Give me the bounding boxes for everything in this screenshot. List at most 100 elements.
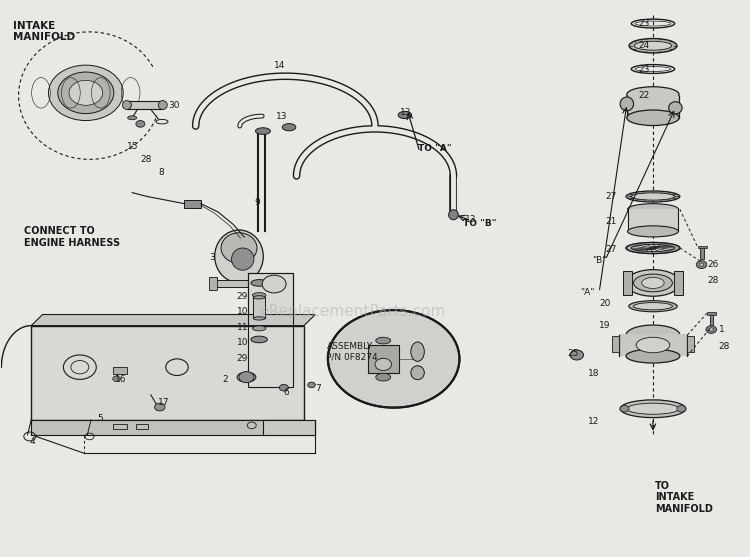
Ellipse shape — [282, 124, 296, 131]
Bar — [248, 273, 292, 387]
Text: 1: 1 — [718, 325, 724, 334]
Text: 18: 18 — [588, 369, 599, 378]
Ellipse shape — [411, 366, 424, 380]
Ellipse shape — [376, 337, 391, 344]
Ellipse shape — [620, 97, 634, 111]
Bar — [686, 336, 694, 351]
Circle shape — [112, 376, 120, 382]
Text: 23: 23 — [639, 19, 650, 28]
Ellipse shape — [628, 301, 677, 312]
Circle shape — [279, 384, 288, 391]
Text: TO "B": TO "B" — [464, 218, 496, 228]
Text: 20: 20 — [599, 299, 610, 308]
Circle shape — [699, 263, 703, 266]
Circle shape — [239, 372, 254, 383]
Text: INTAKE
MANIFOLD: INTAKE MANIFOLD — [13, 21, 75, 42]
Bar — [32, 326, 304, 420]
Ellipse shape — [632, 245, 675, 252]
Text: CONNECT TO
ENGINE HARNESS: CONNECT TO ENGINE HARNESS — [24, 226, 120, 248]
Text: 4: 4 — [30, 437, 35, 447]
Text: 29: 29 — [237, 354, 248, 363]
Text: 6: 6 — [284, 388, 290, 397]
Ellipse shape — [626, 270, 680, 296]
Ellipse shape — [636, 337, 670, 353]
Bar — [127, 101, 163, 110]
Ellipse shape — [634, 274, 673, 292]
Bar — [710, 314, 713, 326]
Bar — [706, 312, 716, 315]
Circle shape — [154, 403, 165, 411]
Ellipse shape — [632, 193, 675, 200]
Bar — [113, 367, 127, 374]
Ellipse shape — [669, 102, 682, 114]
Text: 25: 25 — [568, 349, 579, 358]
Ellipse shape — [253, 326, 266, 331]
Text: 27: 27 — [605, 192, 616, 201]
Bar — [627, 96, 679, 118]
Text: ASSEMBLY
P/N 0F8274: ASSEMBLY P/N 0F8274 — [326, 342, 378, 361]
Text: "B": "B" — [592, 256, 606, 265]
Circle shape — [706, 326, 716, 334]
Ellipse shape — [626, 242, 680, 253]
Bar — [368, 345, 399, 373]
Ellipse shape — [122, 101, 131, 110]
Text: 3: 3 — [209, 253, 214, 262]
Bar — [619, 334, 687, 356]
Ellipse shape — [254, 296, 266, 299]
Ellipse shape — [251, 280, 268, 286]
Text: 8: 8 — [158, 168, 164, 177]
Ellipse shape — [411, 342, 424, 361]
Text: 26: 26 — [707, 260, 719, 268]
Text: 28: 28 — [707, 276, 719, 285]
Text: 7: 7 — [315, 384, 321, 393]
Bar — [254, 297, 266, 319]
Text: 10: 10 — [237, 307, 248, 316]
Ellipse shape — [232, 248, 254, 270]
Ellipse shape — [398, 111, 412, 119]
Ellipse shape — [642, 277, 664, 289]
Text: 30: 30 — [168, 101, 179, 110]
Ellipse shape — [69, 80, 103, 105]
Ellipse shape — [254, 317, 266, 320]
Ellipse shape — [448, 210, 458, 220]
Bar — [113, 424, 127, 429]
Circle shape — [308, 382, 315, 388]
Text: 29: 29 — [237, 292, 248, 301]
Text: "A": "A" — [580, 288, 595, 297]
Bar — [248, 273, 292, 387]
Bar — [209, 277, 217, 290]
Text: TO "A": TO "A" — [419, 144, 452, 153]
Ellipse shape — [629, 38, 677, 53]
Text: 13: 13 — [400, 108, 412, 117]
Text: 28: 28 — [718, 341, 730, 350]
Bar — [262, 277, 269, 290]
Ellipse shape — [627, 403, 679, 414]
Ellipse shape — [626, 325, 680, 345]
Text: 2: 2 — [223, 375, 228, 384]
Text: eReplacementParts.com: eReplacementParts.com — [260, 304, 446, 319]
Circle shape — [677, 405, 686, 412]
Ellipse shape — [628, 204, 678, 215]
Ellipse shape — [221, 233, 257, 263]
Text: 22: 22 — [639, 91, 650, 100]
Ellipse shape — [627, 87, 679, 102]
Text: 5: 5 — [97, 414, 103, 423]
Ellipse shape — [376, 373, 391, 381]
Text: 12: 12 — [588, 417, 599, 426]
Ellipse shape — [626, 242, 680, 253]
Text: 9: 9 — [254, 198, 260, 207]
Bar — [623, 271, 632, 295]
Bar — [674, 271, 682, 295]
Text: 10: 10 — [237, 338, 248, 348]
Text: 16: 16 — [115, 375, 127, 384]
Bar — [612, 336, 620, 351]
Circle shape — [709, 328, 713, 331]
Bar — [263, 420, 315, 435]
Circle shape — [328, 310, 460, 408]
Bar — [628, 209, 678, 231]
Circle shape — [570, 350, 584, 360]
Circle shape — [262, 275, 286, 293]
Circle shape — [620, 405, 629, 412]
Ellipse shape — [634, 41, 672, 50]
Ellipse shape — [626, 191, 680, 202]
